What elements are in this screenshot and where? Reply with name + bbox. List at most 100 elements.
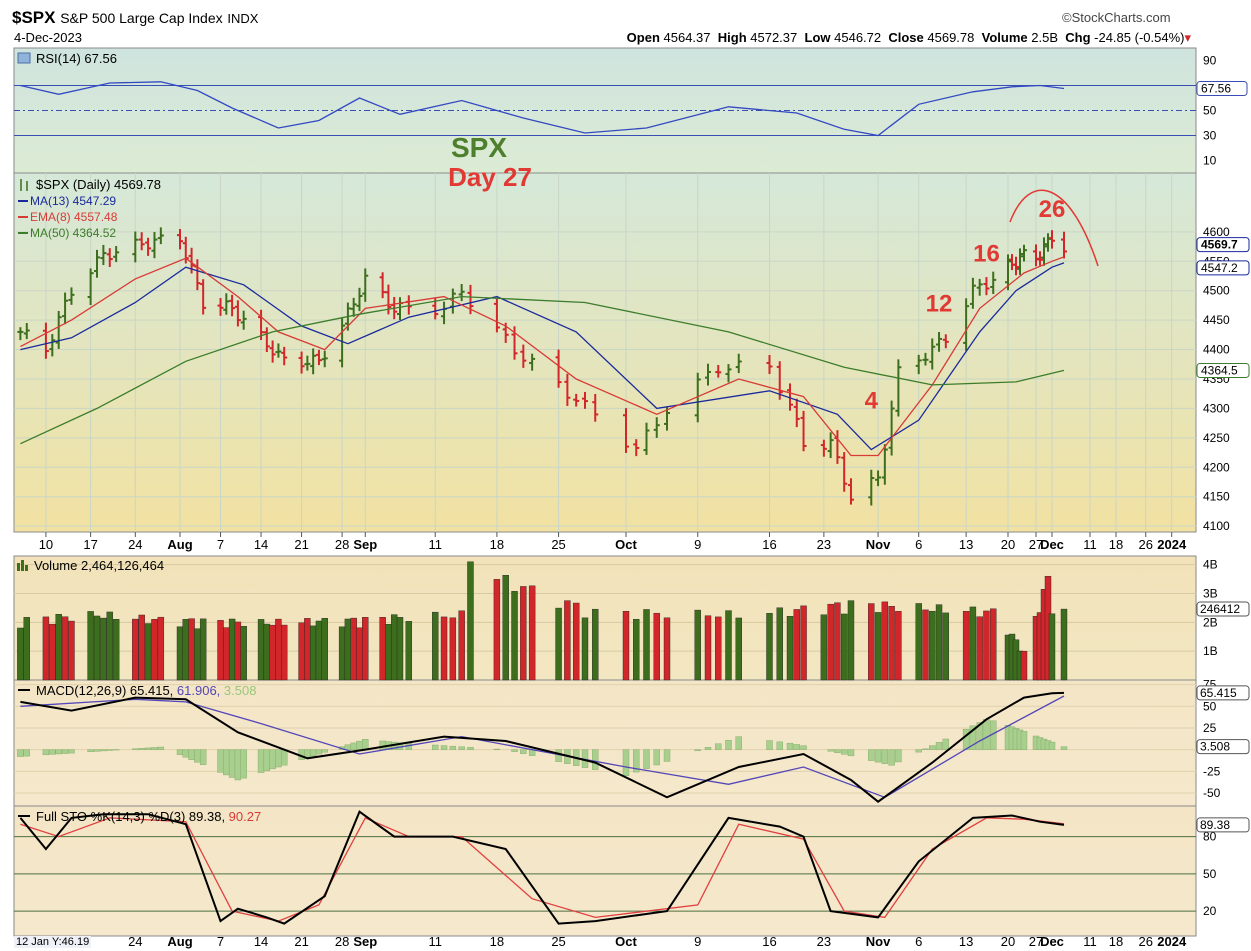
- macd-histogram-bar: [800, 745, 807, 750]
- macd-histogram-bar: [962, 728, 970, 750]
- stochastic-series-group: [19, 810, 1065, 925]
- annotation-count: 26: [1039, 196, 1066, 223]
- x-tick-label-bottom: 18: [1109, 934, 1123, 949]
- volume-bar: [555, 607, 562, 681]
- volume-bar: [528, 585, 536, 681]
- macd-histogram-bar: [520, 749, 527, 754]
- x-tick-label: 26: [1138, 537, 1152, 552]
- x-tick-label-bottom: 24: [128, 934, 142, 949]
- volume-bar: [338, 626, 346, 681]
- volume-bar: [694, 609, 701, 681]
- volume-bar: [922, 609, 929, 681]
- ohlc-bar: [106, 248, 113, 268]
- x-tick-label: 18: [1109, 537, 1123, 552]
- ohlc-bar: [177, 228, 183, 250]
- macd-histogram-bar: [663, 749, 671, 762]
- macd-histogram-bar: [881, 749, 889, 764]
- annotation-spx: SPX: [451, 132, 507, 163]
- x-tick-label: 21: [294, 537, 308, 552]
- volume-bar: [800, 605, 807, 681]
- macd-histogram-bar: [350, 742, 357, 750]
- ohlc-bar: [633, 439, 640, 457]
- volume-bar: [234, 621, 242, 681]
- macd-histogram-bar: [840, 749, 848, 755]
- volume-bar: [935, 604, 943, 681]
- macd-legend-signal: 61.906,: [177, 683, 224, 698]
- x-tick-label-bottom: 18: [490, 934, 504, 949]
- ohlc-bar: [725, 364, 732, 383]
- ohlc-bar: [151, 232, 158, 259]
- x-tick-label-bottom: 13: [959, 934, 973, 949]
- x-tick-label: 14: [254, 537, 268, 552]
- macd-histogram-bar: [776, 741, 783, 750]
- ohlc-bar: [875, 470, 882, 487]
- brand[interactable]: ©StockCharts.com: [1062, 10, 1171, 25]
- macd-histogram-bar: [694, 749, 701, 752]
- ohlc-bar: [841, 452, 848, 492]
- macd-legend: MACD(12,26,9) 65.415, 61.906, 3.508: [36, 683, 256, 698]
- macd-histogram-bar: [895, 749, 902, 763]
- volume-bar: [315, 620, 323, 681]
- high-label: High: [717, 30, 747, 45]
- volume-bar: [362, 617, 369, 681]
- volume-bar: [405, 621, 413, 681]
- ema8-legend: EMA(8) 4557.48: [30, 210, 118, 224]
- ohlc-bar: [592, 393, 599, 422]
- ohlc-bar: [200, 279, 207, 315]
- macd-histogram-bar: [93, 749, 101, 752]
- x-tick-label-bottom: 7: [217, 934, 224, 949]
- x-tick-label: 10: [39, 537, 53, 552]
- x-tick-label: 9: [694, 537, 701, 552]
- macd-histogram-bar: [61, 749, 69, 754]
- volume-bar: [962, 611, 970, 681]
- volume-bar: [622, 610, 630, 681]
- stochastic-last-label: 89.38: [1200, 818, 1230, 832]
- x-tick-label: Dec: [1040, 537, 1064, 552]
- x-tick-label: 11: [428, 537, 442, 552]
- ohlc-bar: [1013, 256, 1019, 276]
- macd-histogram-bar: [199, 749, 207, 765]
- macd-histogram-bar: [176, 749, 184, 755]
- macd-histogram-bar: [281, 749, 288, 766]
- ohlc-bar: [458, 284, 465, 302]
- ohlc-bar: [217, 298, 224, 316]
- rsi-line: [20, 81, 1065, 137]
- volume-bar: [61, 616, 69, 681]
- volume-bar: [929, 610, 936, 681]
- price-tick-label: 4600: [1203, 225, 1230, 239]
- rsi-icon: [17, 52, 31, 64]
- volume-series-group: [17, 561, 1068, 681]
- volume-bar: [344, 618, 352, 681]
- macd-histogram-bar: [217, 749, 224, 773]
- volume-panel: [13, 555, 1197, 681]
- macd-histogram-bar: [23, 749, 30, 757]
- macd-histogram-bar: [49, 749, 56, 755]
- price-last-box: [1196, 362, 1250, 378]
- ohlc-bar: [735, 353, 742, 374]
- macd-legend-main: MACD(12,26,9) 65.415,: [36, 683, 177, 698]
- ohlc-bar: [62, 292, 69, 325]
- rsi-legend-text: RSI(14) 67.56: [36, 51, 117, 66]
- ohlc-bar: [653, 417, 660, 438]
- ohlc-bar: [269, 340, 276, 363]
- x-tick-label-bottom: 6: [915, 934, 922, 949]
- ohlc-bar: [643, 422, 650, 455]
- volume-last-label: 246412: [1200, 602, 1240, 616]
- ohlc-bar: [304, 355, 311, 371]
- macd-histogram-bar: [257, 749, 265, 773]
- ohlc-bar: [281, 346, 288, 366]
- ohlc-bar: [705, 363, 711, 386]
- ohlc-bar: [234, 300, 241, 327]
- price-tick-label: 4150: [1203, 490, 1230, 504]
- open-value: 4564.37: [663, 30, 711, 45]
- macd-histogram-bar: [132, 748, 139, 750]
- ohlc-bar: [493, 297, 500, 333]
- down-arrow-icon: ▾: [1184, 30, 1191, 45]
- macd-histogram-bar: [969, 725, 977, 750]
- ma13-legend: MA(13) 4547.29: [30, 194, 116, 208]
- forecast-curve: [1009, 189, 1099, 267]
- high-value: 4572.37: [750, 30, 798, 45]
- macd-histogram-bar: [321, 749, 328, 753]
- ohlc-bar: [132, 231, 139, 263]
- volume-bar: [735, 617, 742, 681]
